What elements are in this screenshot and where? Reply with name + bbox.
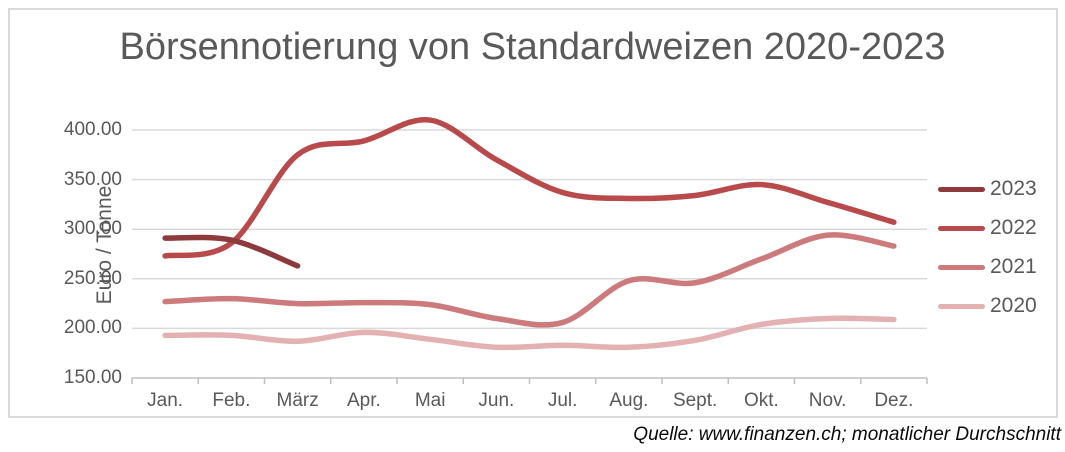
legend-label-2022: 2022 (990, 216, 1037, 239)
chart-frame (8, 8, 1058, 418)
legend-item-2023: 2023 (938, 177, 1037, 201)
series-line-2023 (162, 234, 301, 269)
series-line-2020 (162, 315, 897, 351)
x-tick-label-Feb: Feb. (212, 390, 251, 411)
source-note: Quelle: www.finanzen.ch; monatlicher Dur… (633, 424, 1061, 445)
x-tick-label-Aug: Aug. (609, 390, 649, 411)
legend-label-2021: 2021 (990, 255, 1037, 278)
legend-line-swatch-2020 (938, 303, 985, 309)
x-tick-label-Jul: Jul. (547, 390, 578, 411)
x-tick-label-März: März (276, 390, 319, 411)
x-tick-label-Mai: Mai (414, 390, 446, 411)
y-tick-label-300: 300.00 (63, 218, 122, 240)
legend-item-2020: 2020 (938, 294, 1037, 318)
x-tick-label-Okt: Okt. (743, 390, 779, 411)
legend-line-swatch-2021 (938, 264, 985, 270)
y-tick-label-200: 200.00 (63, 317, 122, 339)
legend-label-2020: 2020 (990, 294, 1037, 317)
legend-item-2022: 2022 (938, 216, 1037, 240)
legend: 2023 2022 2021 2020 (938, 177, 1037, 318)
y-tick-label-350: 350.00 (63, 168, 122, 190)
x-tick-label-Sept: Sept. (672, 390, 718, 411)
y-tick-label-250: 250.00 (63, 267, 122, 289)
legend-line-swatch-2022 (938, 225, 985, 231)
x-tick-label-Jan: Jan. (147, 390, 184, 411)
x-tick-label-Dez: Dez. (874, 390, 914, 411)
x-tick-label-Apr: Apr. (346, 390, 381, 411)
x-tick-label-Jun: Jun. (478, 390, 515, 411)
y-tick-label-150: 150.00 (63, 367, 122, 388)
legend-label-2023: 2023 (990, 177, 1037, 200)
series-line-2021 (162, 232, 897, 328)
y-tick-label-400: 400.00 (63, 119, 122, 140)
legend-item-2021: 2021 (938, 255, 1037, 279)
x-tick-label-Nov: Nov. (808, 390, 847, 411)
series-line-2022 (162, 117, 897, 259)
chart-title: Börsennotierung von Standardweizen 2020-… (119, 26, 946, 68)
legend-line-swatch-2023 (938, 186, 985, 192)
